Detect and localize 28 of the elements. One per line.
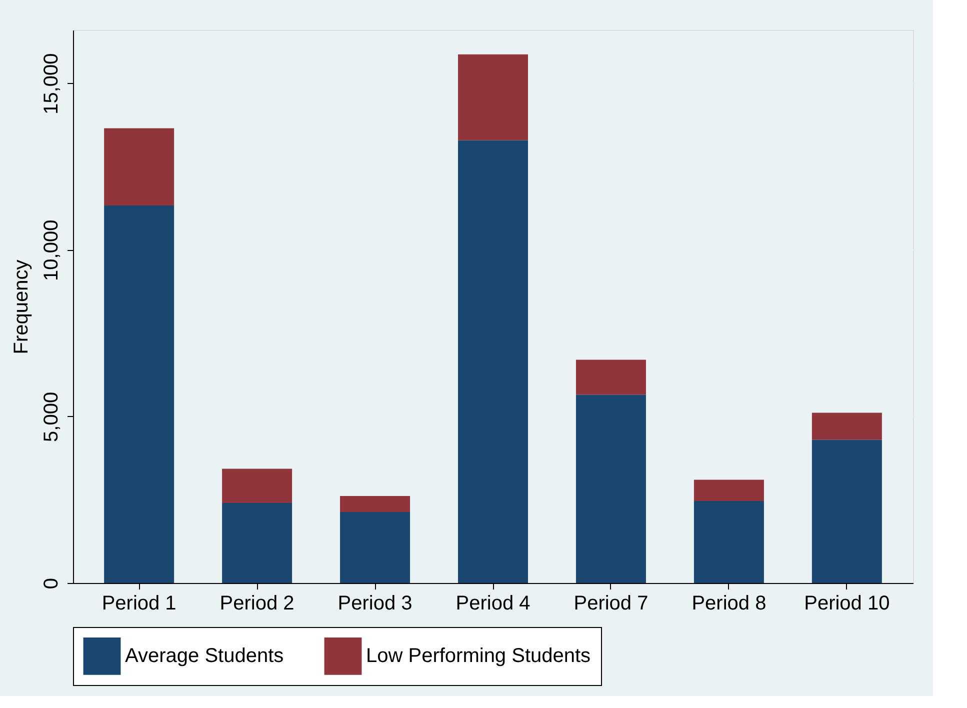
bar: [576, 360, 646, 395]
bar: [694, 501, 764, 583]
legend-label: Average Students: [125, 645, 284, 668]
y-tick-label: 0: [40, 578, 62, 590]
bar: [104, 128, 174, 206]
bar: [340, 512, 410, 583]
y-axis-title: Frequency: [10, 260, 32, 354]
bar: [104, 206, 174, 583]
bar: [222, 468, 292, 504]
bar: [812, 412, 882, 440]
x-tick-label: Period 10: [804, 592, 890, 614]
x-tick-label: Period 3: [338, 592, 412, 614]
bar: [458, 54, 528, 140]
x-tick-label: Period 2: [220, 592, 294, 614]
bar: [458, 140, 528, 583]
x-tick-label: Period 4: [456, 592, 530, 614]
x-tick-label: Period 8: [692, 592, 766, 614]
y-tick-label: 5,000: [40, 392, 62, 442]
bar: [222, 503, 292, 583]
x-tick-label: Period 1: [102, 592, 176, 614]
bar: [576, 394, 646, 583]
bar: [694, 480, 764, 502]
bar: [340, 496, 410, 512]
y-tick-label: 10,000: [40, 220, 62, 281]
legend-label: Low Performing Students: [366, 645, 591, 668]
bar: [812, 440, 882, 583]
x-tick-label: Period 7: [574, 592, 648, 614]
y-tick-label: 15,000: [40, 53, 62, 114]
